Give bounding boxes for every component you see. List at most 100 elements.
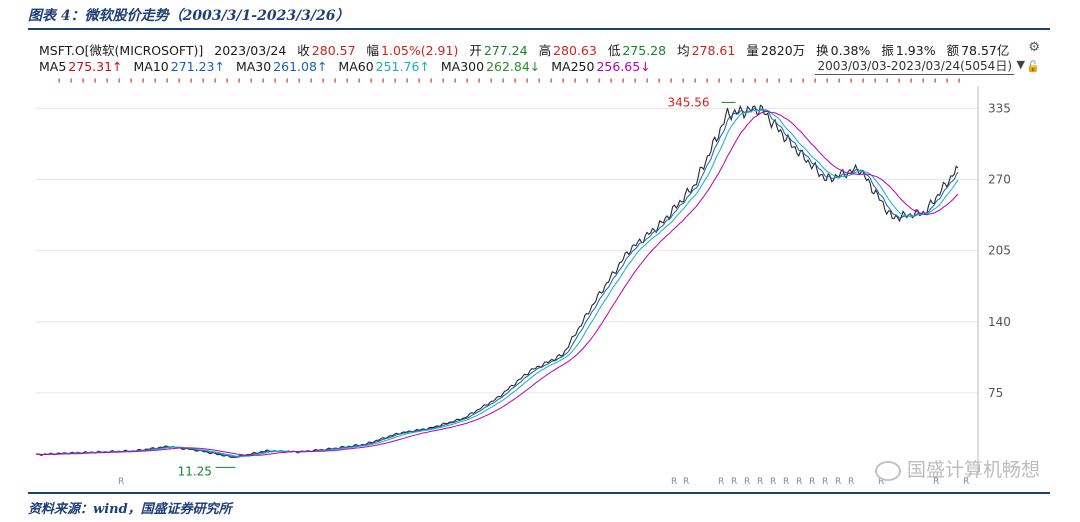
ma250-value: 256.65↓ xyxy=(596,59,651,74)
figure-title: 图表 4：微软股价走势（2003/3/1-2023/3/26） xyxy=(28,8,350,24)
report-marker: R xyxy=(933,477,939,487)
event-marker: ˡ xyxy=(106,78,108,89)
y-tick-label: 75 xyxy=(988,386,1003,400)
event-marker: ˡ xyxy=(910,78,912,89)
report-marker: R xyxy=(809,477,815,487)
event-marker: ˡ xyxy=(778,78,780,89)
volume-value: 2820万 xyxy=(760,43,806,58)
event-marker: ˡ xyxy=(130,78,132,89)
amount-value: 78.57亿 xyxy=(961,43,1010,58)
event-marker: ˡ xyxy=(682,78,684,89)
low-value: 275.28 xyxy=(622,43,667,58)
event-marker: ˡ xyxy=(562,78,564,89)
ma30-value: 261.08↑ xyxy=(273,59,328,74)
settings-icon[interactable]: ⚙ xyxy=(1028,40,1040,55)
event-marker: ˡ xyxy=(862,78,864,89)
event-marker: ˡ xyxy=(442,78,444,89)
event-marker: ˡ xyxy=(934,78,936,89)
y-tick-label: 270 xyxy=(988,173,1011,187)
ma10-value: 271.23↑ xyxy=(170,59,225,74)
source-note: 资料来源：wind，国盛证券研究所 xyxy=(28,502,232,517)
y-tick-label: 205 xyxy=(988,244,1011,258)
report-marker: R xyxy=(783,477,789,487)
event-marker: ˡ xyxy=(274,78,276,89)
event-marker: ˡ xyxy=(226,78,228,89)
report-marker: R xyxy=(878,477,884,487)
event-marker: ˡ xyxy=(70,78,72,89)
event-marker: ˡ xyxy=(814,78,816,89)
ma5-value: 275.31↑ xyxy=(68,59,123,74)
report-marker: R xyxy=(770,477,776,487)
stock-name: MSFT.O[微软(MICROSOFT)] xyxy=(39,43,204,58)
event-marker: ˡ xyxy=(754,78,756,89)
chart-panel: MSFT.O[微软(MICROSOFT)] 2023/03/24 收 280.57… xyxy=(28,34,1048,490)
event-marker: ˡ xyxy=(490,78,492,89)
close-value: 280.57 xyxy=(311,43,356,58)
event-marker: ˡ xyxy=(178,78,180,89)
event-marker: ˡ xyxy=(538,78,540,89)
report-marker: R xyxy=(848,477,854,487)
event-marker: ˡ xyxy=(94,78,96,89)
ma60-value: 251.76↑ xyxy=(375,59,430,74)
ma300-value: 262.84↓ xyxy=(486,59,541,74)
event-marker: ˡ xyxy=(430,78,432,89)
lock-icon[interactable]: 🔓 xyxy=(1026,60,1040,73)
event-marker: ˡ xyxy=(406,78,408,89)
event-marker: ˡ xyxy=(634,78,636,89)
event-marker: ˡ xyxy=(670,78,672,89)
report-marker: R xyxy=(796,477,802,487)
chevron-down-icon[interactable]: ▼ xyxy=(1016,58,1025,71)
event-marker: ˡ xyxy=(574,78,576,89)
high-value: 280.63 xyxy=(553,43,597,58)
event-marker: ˡ xyxy=(826,78,828,89)
y-tick-label: 140 xyxy=(988,315,1011,329)
event-marker: ˡ xyxy=(142,78,144,89)
event-marker: ˡ xyxy=(730,78,732,89)
event-marker: ˡ xyxy=(394,78,396,89)
y-tick-label: 335 xyxy=(988,101,1011,115)
report-marker: R xyxy=(683,477,689,487)
report-marker: R xyxy=(744,477,750,487)
event-marker: ˡ xyxy=(322,78,324,89)
quote-date: 2023/03/24 xyxy=(214,43,287,58)
turnover-value: 0.38% xyxy=(830,43,871,58)
event-marker: ˡ xyxy=(466,78,468,89)
bottom-rule xyxy=(28,492,1050,494)
ma60-line xyxy=(35,109,959,457)
event-marker: ˡ xyxy=(82,78,84,89)
wechat-icon xyxy=(874,460,901,481)
ma-legend: MA5 275.31↑ MA10 271.23↑ MA30 261.08↑ MA60 2… xyxy=(39,59,651,74)
open-value: 277.24 xyxy=(483,43,528,58)
event-marker: ˡ xyxy=(958,78,960,89)
change-value: 1.05%(2.91) xyxy=(381,43,459,58)
report-marker: R xyxy=(671,477,677,487)
amplitude-value: 1.93% xyxy=(895,43,936,58)
event-marker: ˡ xyxy=(850,78,852,89)
date-range-selector[interactable]: 2003/03/03-2023/03/24(5054日) xyxy=(815,59,1014,75)
event-marker: ˡ xyxy=(418,78,420,89)
report-marker: R xyxy=(822,477,828,487)
event-marker: ˡ xyxy=(622,78,624,89)
min-annotation: 11.25 xyxy=(178,464,212,478)
report-marker: R xyxy=(718,477,724,487)
event-marker: ˡ xyxy=(358,78,360,89)
event-marker: ˡ xyxy=(718,78,720,89)
event-marker: ˡ xyxy=(238,78,240,89)
event-marker: ˡ xyxy=(454,78,456,89)
event-marker: ˡ xyxy=(478,78,480,89)
event-marker: ˡ xyxy=(658,78,660,89)
event-marker: ˡ xyxy=(790,78,792,89)
avg-value: 278.61 xyxy=(691,43,736,58)
event-marker: ˡ xyxy=(598,78,600,89)
event-marker: ˡ xyxy=(154,78,156,89)
event-marker: ˡ xyxy=(58,78,60,89)
event-marker: ˡ xyxy=(898,78,900,89)
event-marker: ˡ xyxy=(190,78,192,89)
event-marker: ˡ xyxy=(874,78,876,89)
price-line xyxy=(35,104,959,459)
event-marker: ˡ xyxy=(802,78,804,89)
event-marker: ˡ xyxy=(250,78,252,89)
event-marker: ˡ xyxy=(550,78,552,89)
event-marker: ˡ xyxy=(922,78,924,89)
